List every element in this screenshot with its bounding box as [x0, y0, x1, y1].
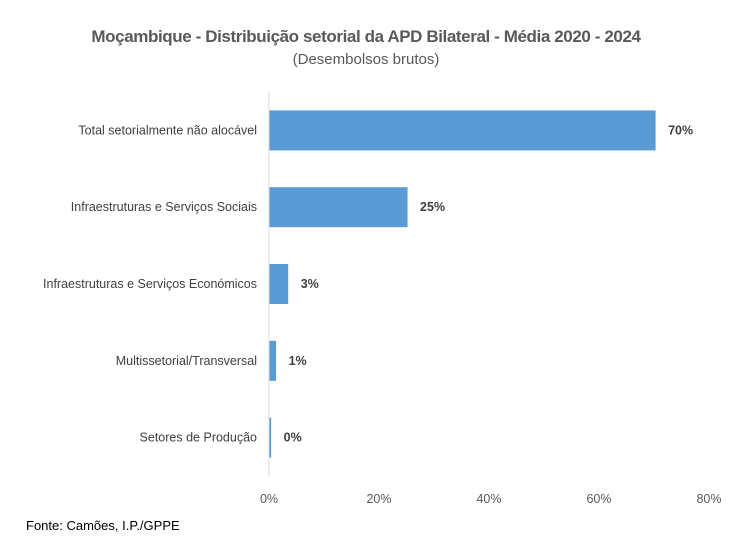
bar — [269, 340, 277, 381]
data-label: 25% — [420, 200, 445, 214]
x-tick-label: 0% — [260, 492, 278, 506]
data-label: 70% — [668, 123, 693, 137]
x-tick-label: 60% — [586, 492, 611, 506]
bar — [269, 110, 656, 151]
x-tick-label: 20% — [366, 492, 391, 506]
category-label: Multissetorial/Transversal — [116, 354, 257, 368]
chart-subtitle: (Desembolsos brutos) — [292, 51, 440, 68]
source-note: Fonte: Camões, I.P./GPPE — [26, 518, 180, 533]
bar — [269, 187, 408, 228]
chart-title: Moçambique - Distribuição setorial da AP… — [91, 27, 641, 46]
bar — [269, 417, 272, 458]
data-label: 0% — [284, 431, 302, 445]
category-label: Infraestruturas e Serviços Económicos — [43, 277, 257, 291]
data-label: 3% — [301, 277, 319, 291]
bar — [269, 264, 289, 304]
category-label: Total setorialmente não alocável — [78, 123, 257, 137]
category-label: Infraestruturas e Serviços Sociais — [71, 200, 257, 214]
data-label: 1% — [289, 354, 307, 368]
x-tick-label: 80% — [696, 492, 721, 506]
x-tick-label: 40% — [476, 492, 501, 506]
category-label: Setores de Produção — [140, 431, 257, 445]
